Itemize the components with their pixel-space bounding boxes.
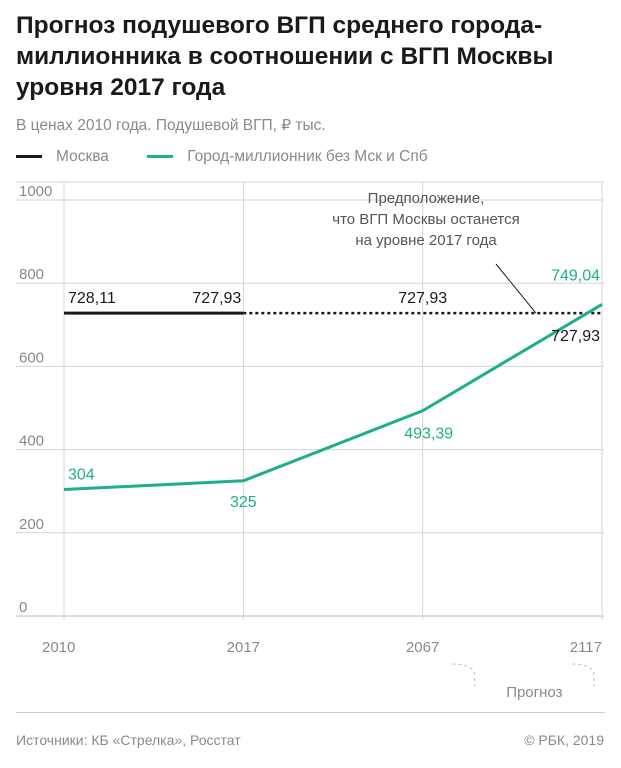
forecast-bracket-right: [571, 663, 595, 686]
data-label-moscow-2010: 728,11: [68, 290, 116, 307]
data-label-moscow-2067: 727,93: [398, 290, 447, 307]
y-tick-label-400: 400: [19, 433, 44, 450]
forecast-bracket-left: [452, 663, 476, 686]
y-tick-label-600: 600: [19, 349, 44, 366]
annotation-line-1: Предположение,: [368, 190, 485, 207]
legend-item-moscow: Москва: [16, 148, 109, 166]
chart-title: Прогноз подушевого ВГП среднего города-м…: [16, 12, 554, 101]
chart-subtitle: В ценах 2010 года. Подушевой ВГП, ₽ тыс.: [16, 117, 326, 134]
legend-label-moscow: Москва: [56, 147, 109, 165]
chart-grid: [16, 181, 604, 620]
legend-swatch-moscow: [16, 155, 42, 158]
y-tick-label-200: 200: [19, 516, 44, 533]
forecast-label: Прогноз: [506, 684, 562, 701]
x-tick-label-2017: 2017: [227, 639, 260, 656]
data-label-city-2017: 325: [230, 494, 257, 511]
chart-series: [63, 303, 603, 492]
legend-swatch-city: [147, 155, 174, 158]
x-tick-label-2067: 2067: [406, 639, 439, 656]
copyright: © РБК, 2019: [524, 732, 604, 748]
x-tick-label-2117: 2117: [570, 639, 602, 656]
data-label-city-2067: 493,39: [404, 426, 453, 443]
line-chart: Прогноз 728,11 727,93 727,93 727,93 304 325 49…: [16, 181, 604, 701]
legend-label-city: Город-миллионник без Мск и Спб: [187, 147, 428, 165]
x-tick-label-2010: 2010: [42, 639, 75, 656]
annotation-line-2: что ВГП Москвы останется: [332, 211, 519, 228]
chart-axes-labels: 0 200 400 600 800 1000 2010 2017 2067 2117: [19, 183, 602, 656]
data-label-city-2010: 304: [68, 467, 95, 484]
chart-data-labels: 728,11 727,93 727,93 727,93 304 325 493,39 749,…: [68, 267, 600, 510]
footer-divider: [16, 712, 605, 713]
annotation-pointer: [495, 263, 537, 314]
forecast-bracket: Прогноз: [452, 663, 595, 701]
source-note: Источники: КБ «Стрелка», Росстат: [16, 732, 241, 748]
y-tick-label-800: 800: [19, 266, 44, 283]
y-tick-label-1000: 1000: [19, 183, 52, 200]
legend-item-city: Город-миллионник без Мск и Спб: [147, 147, 428, 166]
data-label-city-2117: 749,04: [551, 267, 600, 284]
data-label-moscow-2017: 727,93: [192, 290, 241, 307]
legend: Москва Город-миллионник без Мск и Спб: [16, 145, 462, 166]
data-label-moscow-2117: 727,93: [551, 328, 600, 345]
y-tick-label-0: 0: [19, 599, 27, 616]
series-line-city: [63, 303, 603, 492]
chart-annotation: Предположение, что ВГП Москвы останется на…: [332, 190, 537, 314]
annotation-line-3: на уровне 2017 года: [355, 232, 497, 249]
